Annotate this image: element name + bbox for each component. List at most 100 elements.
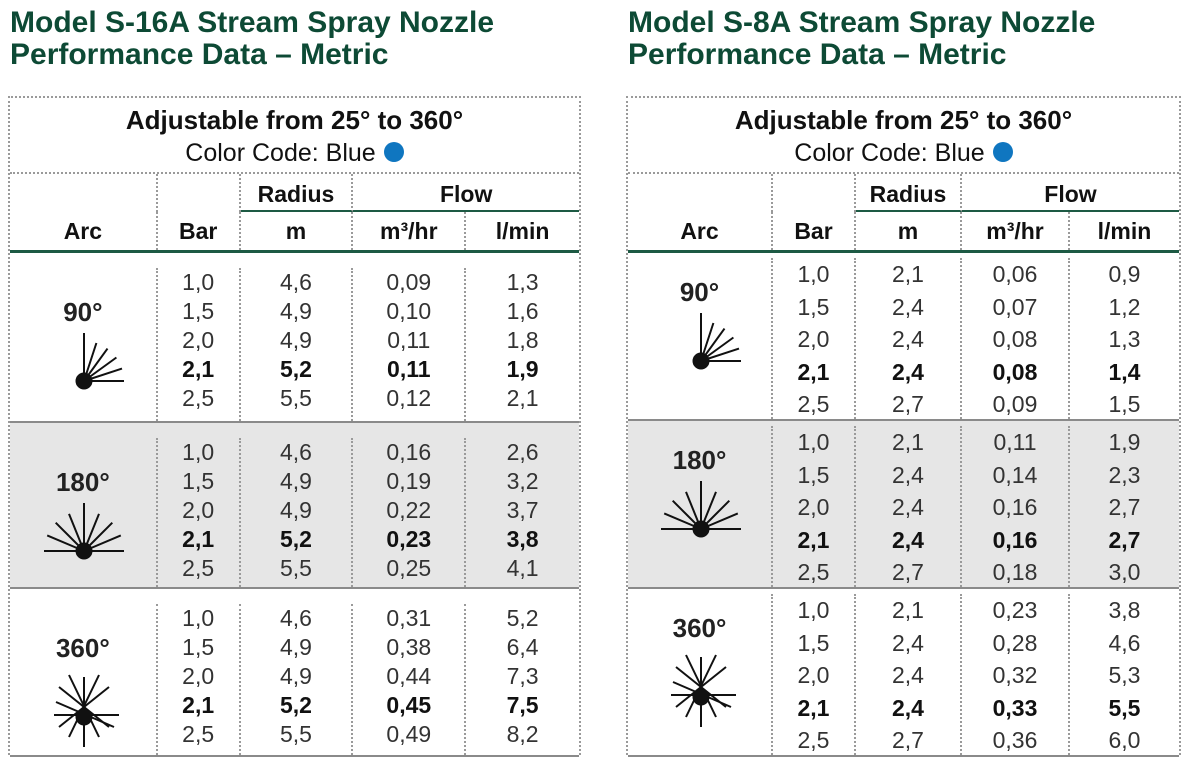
flow-lmin-cell: 2,7 (1108, 494, 1141, 520)
bar-cell: 2,1 (182, 356, 215, 382)
radius-cell: 4,6 (280, 439, 312, 465)
bar-cell-column: 1,0 1,5 2,0 2,1 2,5 (158, 604, 241, 755)
flow-lmin-cell: 2,1 (506, 385, 539, 411)
flow-m3hr-cell: 0,49 (386, 721, 432, 747)
arc-label: 90° (679, 277, 720, 307)
flow-lmin-cell-column: 1,3 1,6 1,8 1,9 2,1 (466, 268, 579, 421)
radius-cell: 2,1 (892, 261, 924, 287)
title-line-1: Model S-16A Stream Spray Nozzle (10, 6, 495, 39)
radius-cell: 4,9 (280, 468, 312, 494)
flow-lmin-cell: 1,4 (1108, 358, 1141, 385)
panel-s8a: Model S-8A Stream Spray Nozzle Performan… (626, 0, 1181, 757)
radius-cell: 5,5 (280, 385, 312, 411)
flow-lmin-cell-column: 5,2 6,4 7,3 7,5 8,2 (466, 604, 579, 755)
radius-cell-column: 4,6 4,9 4,9 5,2 5,5 (241, 604, 354, 755)
header-spacer-arc (10, 174, 158, 212)
flow-m3hr-cell: 0,11 (387, 327, 431, 353)
flow-lmin-cell: 3,0 (1108, 559, 1141, 585)
bar-cell: 2,1 (182, 692, 215, 718)
flow-lmin-cell: 6,0 (1108, 727, 1141, 753)
arc-groups: 90° 1,0 1,5 2,0 2,1 2,5 2,1 2,4 2,4 2,4 2,7 0,06 0,0… (628, 253, 1179, 755)
arc-groups: 90° 1,0 1,5 2,0 2,1 2,5 4,6 4,9 4,9 5,2 5,5 0,09 0,1… (10, 253, 579, 755)
header-spacer-arc (628, 174, 773, 212)
radius-cell: 4,9 (280, 634, 312, 660)
flow-m3hr-cell: 0,19 (386, 468, 432, 494)
spray-90-icon (661, 301, 751, 397)
header-radius: Radius (856, 174, 962, 212)
bar-cell: 1,5 (797, 629, 830, 656)
radius-cell: 4,9 (280, 327, 312, 353)
arc-group-360: 360° 1,0 1,5 2,0 2,1 2,5 4,6 4,9 4,9 5,2 5,5 0,31 0,… (10, 587, 579, 755)
arc-cell: 90° (10, 268, 158, 421)
flow-m3hr-cell: 0,10 (386, 298, 432, 324)
bar-cell: 1,5 (182, 468, 215, 494)
radius-cell: 2,4 (892, 461, 924, 488)
header-unit-row: Arc Bar m m³/hr l/min (628, 212, 1179, 253)
arc-cell: 180° (10, 438, 158, 587)
flow-m3hr-cell: 0,12 (386, 385, 432, 411)
header-lmin: l/min (495, 218, 550, 244)
radius-cell: 2,4 (892, 629, 924, 656)
bar-cell: 2,5 (797, 559, 830, 585)
radius-cell: 4,6 (280, 605, 312, 631)
flow-m3hr-cell: 0,09 (992, 391, 1038, 417)
flow-m3hr-cell: 0,28 (992, 629, 1038, 656)
flow-m3hr-cell-column: 0,09 0,10 0,11 0,11 0,12 (353, 268, 467, 421)
bar-cell: 1,0 (182, 269, 215, 295)
radius-cell: 2,7 (892, 727, 924, 753)
radius-cell-column: 2,1 2,4 2,4 2,4 2,7 (856, 594, 962, 755)
bar-cell-column: 1,0 1,5 2,0 2,1 2,5 (158, 438, 241, 587)
bar-cell: 1,0 (182, 605, 215, 631)
radius-cell: 5,2 (280, 526, 312, 552)
bar-cell-column: 1,0 1,5 2,0 2,1 2,5 (773, 258, 856, 419)
flow-m3hr-cell: 0,06 (992, 261, 1038, 287)
bar-cell: 2,1 (797, 526, 830, 553)
flow-lmin-cell: 3,2 (506, 468, 539, 494)
bar-cell: 2,0 (182, 497, 215, 523)
bar-cell: 2,0 (182, 327, 215, 353)
flow-m3hr-cell-column: 0,23 0,28 0,32 0,33 0,36 (962, 594, 1070, 755)
flow-lmin-cell: 5,3 (1108, 662, 1141, 688)
arc-label: 360° (55, 633, 110, 663)
bar-cell: 2,0 (182, 663, 215, 689)
radius-cell: 2,4 (892, 694, 924, 721)
header-m: m (241, 212, 354, 250)
arc-label: 90° (63, 297, 103, 327)
flow-lmin-cell-column: 2,6 3,2 3,7 3,8 4,1 (466, 438, 579, 587)
bar-cell: 1,5 (797, 293, 830, 320)
radius-cell: 5,2 (280, 356, 312, 382)
adjustable-caption: Adjustable from 25° to 360° (125, 105, 464, 135)
bar-cell: 1,0 (797, 261, 830, 287)
radius-cell: 2,4 (892, 662, 924, 688)
flow-lmin-cell: 5,2 (506, 605, 539, 631)
flow-m3hr-cell: 0,38 (386, 634, 432, 660)
flow-lmin-cell: 4,1 (506, 555, 539, 581)
flow-lmin-cell: 0,9 (1108, 261, 1141, 287)
flow-m3hr-cell: 0,45 (386, 692, 432, 718)
radius-cell: 2,7 (892, 559, 924, 585)
bar-cell: 2,1 (182, 526, 215, 552)
arc-cell: 360° (10, 604, 158, 755)
flow-lmin-cell: 1,5 (1108, 391, 1141, 417)
radius-cell-column: 2,1 2,4 2,4 2,4 2,7 (856, 258, 962, 419)
flow-lmin-cell-column: 1,9 2,3 2,7 2,7 3,0 (1070, 426, 1179, 587)
flow-m3hr-cell-column: 0,31 0,38 0,44 0,45 0,49 (353, 604, 467, 755)
flow-lmin-cell: 7,3 (506, 663, 539, 689)
bar-cell: 2,0 (797, 662, 830, 688)
flow-m3hr-cell: 0,32 (992, 662, 1038, 688)
flow-m3hr-cell: 0,23 (992, 597, 1038, 623)
header-bar: Bar (773, 212, 856, 250)
flow-lmin-cell: 1,2 (1108, 293, 1141, 320)
flow-lmin-cell: 8,2 (506, 721, 539, 747)
arc-group-360: 360° 1,0 1,5 2,0 2,1 2,5 2,1 2,4 2,4 2,4 2,7 0,23 0,… (628, 587, 1179, 755)
performance-table: Adjustable from 25° to 360° Color Code: … (8, 96, 581, 757)
bar-cell: 2,0 (797, 494, 830, 520)
bar-cell: 2,1 (797, 358, 830, 385)
header-m3hr: m³/hr (962, 212, 1070, 250)
arc-group-90: 90° 1,0 1,5 2,0 2,1 2,5 2,1 2,4 2,4 2,4 2,7 0,06 0,0… (628, 253, 1179, 419)
bar-cell-column: 1,0 1,5 2,0 2,1 2,5 (158, 268, 241, 421)
flow-lmin-cell: 4,6 (1108, 629, 1141, 656)
flow-lmin-cell: 7,5 (506, 692, 539, 718)
arc-group-180: 180° 1,0 1,5 2,0 2,1 2,5 4,6 4,9 4,9 5,2 5,5 0,16 0,… (10, 421, 579, 587)
flow-lmin-cell: 3,8 (1108, 597, 1141, 623)
